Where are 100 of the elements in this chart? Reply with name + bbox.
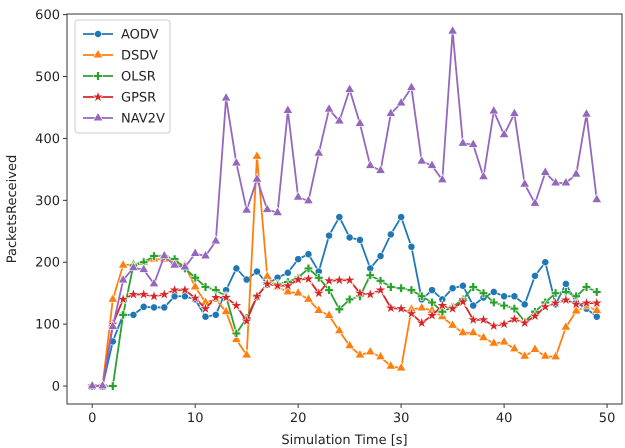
point	[467, 314, 480, 325]
point	[498, 128, 510, 138]
point	[498, 318, 510, 330]
point	[396, 284, 406, 293]
point	[335, 213, 344, 221]
point	[478, 288, 488, 298]
point	[312, 286, 325, 298]
point	[436, 299, 448, 311]
point	[386, 108, 396, 117]
point	[148, 290, 160, 302]
point	[282, 279, 294, 291]
point	[384, 302, 397, 314]
point	[510, 304, 519, 314]
point	[190, 248, 200, 257]
point	[561, 287, 570, 296]
point	[500, 292, 508, 300]
point	[354, 286, 366, 298]
point	[469, 302, 478, 310]
x-tick-label: 30	[392, 411, 410, 426]
point	[210, 235, 221, 244]
point	[242, 276, 251, 284]
point	[571, 168, 582, 178]
point	[160, 304, 168, 312]
point	[581, 108, 592, 118]
point	[590, 296, 603, 308]
point	[324, 310, 334, 319]
point	[334, 304, 344, 314]
y-tick-label: 0	[52, 380, 60, 395]
point	[531, 272, 539, 280]
point	[406, 82, 417, 91]
point	[190, 273, 200, 282]
point	[592, 304, 602, 314]
point	[212, 310, 220, 319]
point	[509, 343, 520, 352]
point	[426, 160, 438, 169]
point	[230, 299, 242, 311]
point	[253, 268, 261, 276]
point	[200, 302, 212, 314]
point	[303, 294, 314, 302]
point	[405, 307, 418, 319]
point	[282, 104, 293, 114]
point	[200, 282, 210, 292]
point	[488, 105, 499, 114]
point	[323, 274, 336, 286]
point	[346, 234, 354, 242]
point	[334, 325, 344, 334]
point	[478, 314, 490, 325]
legend-label: OLSR	[121, 70, 156, 84]
point	[550, 351, 561, 360]
point	[232, 328, 241, 338]
point	[446, 302, 459, 314]
point	[386, 230, 395, 238]
point	[262, 204, 272, 213]
point	[509, 108, 520, 117]
x-tick-label: 20	[290, 411, 306, 426]
point	[220, 92, 232, 102]
point	[344, 274, 356, 286]
point	[304, 250, 312, 258]
point	[292, 273, 304, 285]
y-tick-label: 400	[35, 132, 60, 147]
point	[127, 288, 140, 300]
point	[406, 286, 416, 295]
point	[366, 270, 375, 280]
point	[459, 282, 467, 290]
y-tick-label: 600	[35, 8, 60, 24]
point	[140, 302, 148, 311]
x-axis-title: Simulation Time [s]	[281, 433, 408, 448]
point	[478, 332, 489, 341]
point	[541, 258, 550, 266]
point	[150, 304, 158, 312]
point	[345, 294, 354, 304]
point	[354, 118, 366, 127]
point	[138, 288, 150, 300]
point	[540, 350, 550, 360]
point	[200, 250, 211, 260]
point	[365, 160, 376, 169]
point	[231, 157, 242, 166]
point	[108, 320, 118, 330]
legend-label: AODV	[121, 28, 159, 42]
point	[240, 314, 253, 326]
point	[456, 296, 469, 307]
point	[108, 294, 118, 302]
point	[408, 242, 416, 251]
y-tick-label: 500	[35, 70, 60, 86]
point	[488, 320, 500, 332]
point	[376, 276, 386, 286]
y-tick-label: 100	[35, 318, 60, 333]
point	[356, 236, 364, 244]
point	[375, 351, 386, 360]
point	[572, 292, 581, 301]
x-tick-label: 40	[496, 411, 512, 426]
point	[303, 195, 314, 204]
point	[437, 174, 448, 183]
point	[417, 292, 426, 301]
point	[448, 284, 456, 292]
point	[520, 300, 529, 308]
point	[508, 312, 520, 324]
point	[284, 268, 292, 277]
point	[344, 84, 355, 93]
point	[178, 284, 191, 296]
